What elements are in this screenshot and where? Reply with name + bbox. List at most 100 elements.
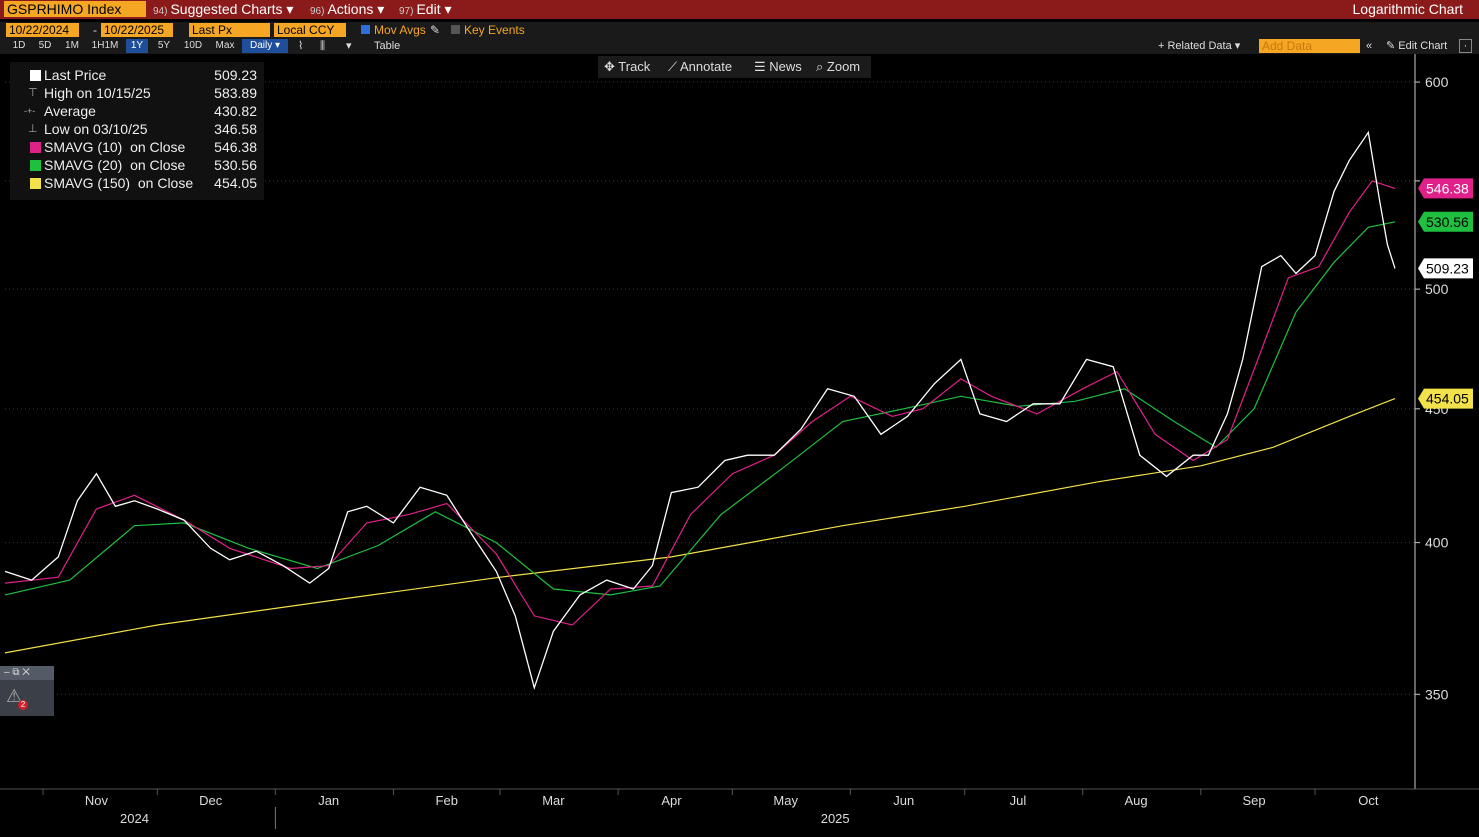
news-label: News [769,59,802,74]
y-tick-label: 350 [1425,686,1449,702]
date-dash: - [93,23,97,37]
x-tick-label: Feb [436,793,458,808]
mov-avgs-checkbox[interactable] [361,25,370,34]
x-tick-label: Sep [1243,793,1266,808]
widget-controls-icon[interactable]: – ⧉ ✕ [0,666,54,680]
last-value-tag [1418,258,1473,279]
chart-legend: Last Price 509.23 ⊤ High on 10/15/25 583… [10,62,264,200]
bar-chart-icon[interactable]: ⫼ [320,40,326,52]
annotate-button[interactable]: ⟋ Annotate [668,59,733,74]
legend-name: Average [44,103,96,119]
legend-row-high: ⊤ High on 10/15/25 583.89 [10,84,264,102]
x-tick-label: Nov [85,793,109,808]
alert-count-badge: 2 [18,700,28,710]
legend-name: SMAVG (20) on Close [44,157,186,173]
legend-name: Last Price [44,67,107,83]
last-value-label: 530.56 [1426,214,1469,230]
legend-value: 583.89 [214,85,257,101]
range-5d-button[interactable]: 5D [38,40,52,51]
legend-value: 509.23 [214,67,257,83]
legend-name: SMAVG (10) on Close [44,139,186,155]
edit-chart-button[interactable]: ✎ Edit Chart [1386,40,1448,52]
legend-row-last-price: Last Price 509.23 [10,66,264,84]
chart-toolbar: ✥ Track ⟋ Annotate ☰ News ⌕ Zoom [598,56,871,78]
zoom-button[interactable]: ⌕ Zoom [816,59,861,74]
legend-swatch [30,142,41,153]
range-1h1m-button[interactable]: 1H1M [91,40,119,51]
header-bar: GSPRHIMO Index 94) Suggested Charts ▾ 96)… [0,0,1479,19]
price-field-select[interactable]: Last Px [189,23,270,37]
sma20-line [4,221,1396,596]
suggested-charts-menu[interactable]: 94) Suggested Charts ▾ [153,0,293,19]
track-button[interactable]: ✥ Track [604,59,651,74]
legend-row-low: ⊥ Low on 03/10/25 346.58 [10,120,264,138]
legend-swatch [30,70,41,81]
average-marker-icon: -+- [24,106,36,116]
menu-number: 96) [310,6,325,17]
year-label: 2025 [821,811,850,826]
add-data-input[interactable]: Add Data [1259,39,1360,53]
sma10-line [4,180,1396,626]
range-1m-button[interactable]: 1M [65,40,79,51]
menu-label: Suggested Charts ▾ [170,1,294,17]
controls-bar: 10/22/2024 - 10/22/2025 Last Px Local CC… [0,22,1479,38]
x-tick-label: May [773,793,798,808]
legend-swatch [30,160,41,171]
x-tick-label: Apr [661,793,682,808]
edit-chart-label: Edit Chart [1398,40,1448,52]
y-tick-label: 600 [1425,74,1449,90]
legend-row-sma10: SMAVG (10) on Close 546.38 [10,138,264,156]
legend-value: 454.05 [214,175,257,191]
edit-menu[interactable]: 97) Edit ▾ [399,0,452,19]
alerts-widget[interactable]: – ⧉ ✕ ⚠ 2 [0,666,54,716]
chart-type-dropdown-icon[interactable]: ▾ [346,40,352,52]
related-data-button[interactable]: + Related Data ▾ [1158,40,1241,52]
collapse-icon[interactable]: « [1366,40,1373,52]
range-bar: 1D 5D 1M 1H1M 1Y 5Y 10D Max Daily ▾ ⌇ ⫼ … [0,38,1479,54]
annotate-label: Annotate [680,59,733,74]
legend-name: Low on 03/10/25 [44,121,148,137]
range-5y-button[interactable]: 5Y [157,40,171,51]
currency-select[interactable]: Local CCY [274,23,346,37]
last-value-tag [1418,178,1473,199]
legend-value: 546.38 [214,139,257,155]
ticker-field[interactable]: GSPRHIMO Index [4,1,146,17]
range-1y-button[interactable]: 1Y [126,39,148,53]
x-tick-label: Mar [542,793,565,808]
last-value-tag [1418,388,1473,409]
x-tick-label: Jan [318,793,339,808]
frequency-select[interactable]: Daily ▾ [242,39,288,53]
x-tick-label: Dec [199,793,223,808]
range-max-button[interactable]: Max [215,40,235,51]
actions-menu[interactable]: 96) Actions ▾ [310,0,384,19]
price-line [4,130,1396,691]
line-chart-icon[interactable]: ⌇ [298,40,304,52]
mov-avgs-label: Mov Avgs [374,23,426,37]
chart-mode-title: Logarithmic Chart [1352,1,1464,17]
legend-value: 530.56 [214,157,257,173]
start-date-field[interactable]: 10/22/2024 [6,23,79,37]
x-tick-label: Jun [893,793,914,808]
menu-number: 94) [153,6,168,17]
table-button[interactable]: Table [374,40,401,52]
key-events-label: Key Events [464,23,525,37]
pencil-icon[interactable]: ✎ [430,23,441,37]
settings-icon[interactable]: · [1459,39,1472,53]
legend-row-average: -+- Average 430.82 [10,102,264,120]
range-1d-button[interactable]: 1D [12,40,26,51]
legend-swatch [30,178,41,189]
key-events-checkbox[interactable] [451,25,460,34]
legend-value: 430.82 [214,103,257,119]
menu-label: Edit ▾ [416,1,452,17]
x-tick-label: Oct [1358,793,1379,808]
last-value-label: 509.23 [1426,260,1469,276]
end-date-field[interactable]: 10/22/2025 [101,23,173,37]
last-value-label: 454.05 [1426,391,1469,407]
range-10d-button[interactable]: 10D [183,40,203,51]
legend-name: High on 10/15/25 [44,85,151,101]
zoom-label: Zoom [826,59,861,74]
last-value-tag [1418,211,1473,232]
news-button[interactable]: ☰ News [754,59,802,74]
high-marker-icon: ⊤ [28,87,38,99]
